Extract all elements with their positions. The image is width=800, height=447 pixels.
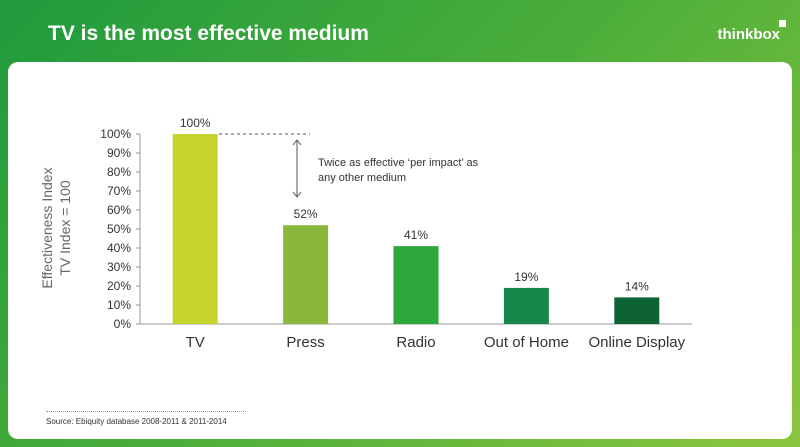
annotation: Twice as effective ‘per impact’ as any o… bbox=[219, 133, 479, 198]
y-tick-label: 60% bbox=[107, 203, 131, 217]
y-tick-label: 70% bbox=[107, 184, 131, 198]
x-category-label: Radio bbox=[396, 334, 435, 351]
data-label: 41% bbox=[404, 228, 428, 242]
data-label: 14% bbox=[625, 279, 649, 293]
y-axis-label: Effectiveness Index TV Index = 100 bbox=[39, 167, 73, 288]
bar-tv bbox=[172, 134, 218, 324]
x-category-label: Out of Home bbox=[484, 334, 569, 351]
data-label: 52% bbox=[294, 207, 318, 221]
y-tick-label: 0% bbox=[114, 317, 132, 331]
slide-title: TV is the most effective medium bbox=[48, 22, 369, 45]
source-divider bbox=[46, 411, 246, 412]
y-tick-label: 100% bbox=[100, 127, 131, 141]
y-tick-label: 20% bbox=[107, 279, 131, 293]
x-category-label: Online Display bbox=[588, 334, 685, 351]
annotation-text-line-2: any other medium bbox=[318, 172, 406, 184]
x-category-label: Press bbox=[286, 334, 324, 351]
y-tick-label: 90% bbox=[107, 146, 131, 160]
y-axis-label-line-2: TV Index = 100 bbox=[57, 180, 73, 276]
data-label: 19% bbox=[514, 270, 538, 284]
y-tick-label: 50% bbox=[107, 222, 131, 236]
y-tick-label: 30% bbox=[107, 260, 131, 274]
annotation-text-line-1: Twice as effective ‘per impact’ as bbox=[318, 157, 479, 169]
annotation-arrow-up-icon bbox=[292, 139, 302, 146]
y-tick-label: 80% bbox=[107, 165, 131, 179]
annotation-arrow-down-icon bbox=[292, 191, 302, 198]
source-note: Source: Ebiquity database 2008-2011 & 20… bbox=[46, 417, 227, 426]
bar-online-display bbox=[614, 297, 660, 324]
y-tick-label: 10% bbox=[107, 298, 131, 312]
data-label: 100% bbox=[180, 116, 211, 130]
x-category-label: TV bbox=[186, 334, 205, 351]
bar-radio bbox=[393, 246, 439, 324]
bar-press bbox=[283, 225, 329, 324]
bar-out-of-home bbox=[503, 287, 549, 324]
logo-square-icon bbox=[779, 20, 786, 27]
y-axis-label-line-1: Effectiveness Index bbox=[39, 167, 55, 288]
thinkbox-logo: thinkbox bbox=[717, 26, 781, 43]
y-tick-label: 40% bbox=[107, 241, 131, 255]
